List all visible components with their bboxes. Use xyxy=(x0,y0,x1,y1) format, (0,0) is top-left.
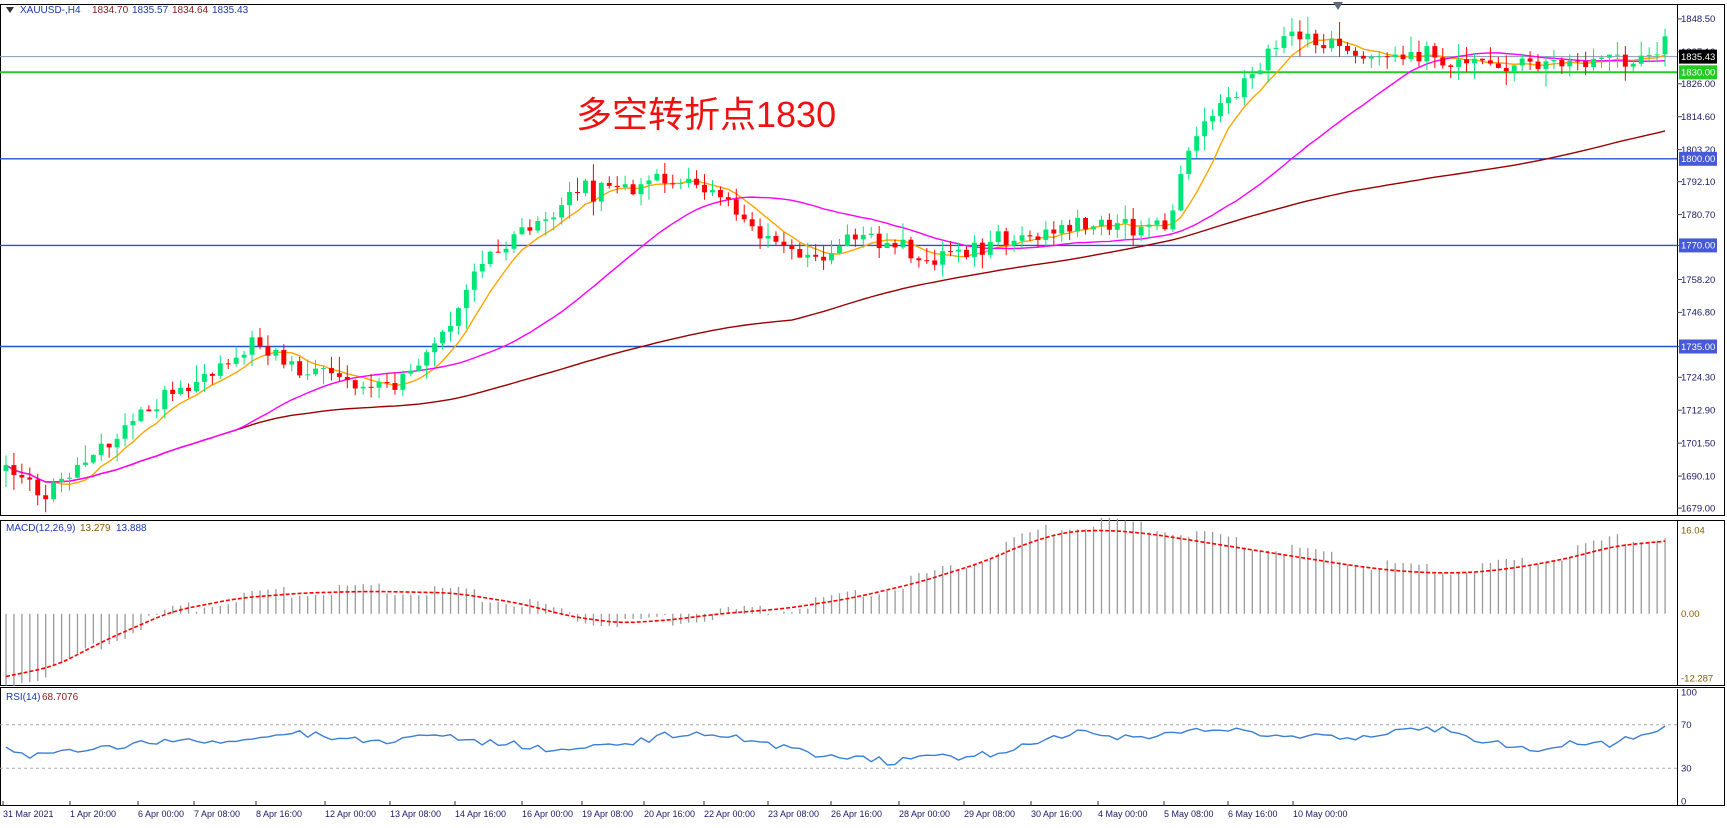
svg-text:1814.60: 1814.60 xyxy=(1681,112,1715,123)
svg-text:1848.50: 1848.50 xyxy=(1681,14,1715,25)
svg-text:7 Apr 08:00: 7 Apr 08:00 xyxy=(194,809,240,819)
svg-text:4 May 00:00: 4 May 00:00 xyxy=(1098,809,1148,819)
svg-text:1724.30: 1724.30 xyxy=(1681,373,1715,384)
svg-text:13.279: 13.279 xyxy=(80,523,111,534)
svg-text:28 Apr 00:00: 28 Apr 00:00 xyxy=(899,809,950,819)
svg-text:1770.00: 1770.00 xyxy=(1681,241,1715,252)
svg-text:30: 30 xyxy=(1681,764,1692,775)
svg-text:0: 0 xyxy=(1681,796,1686,807)
svg-text:31 Mar 2021: 31 Mar 2021 xyxy=(3,809,54,819)
svg-text:22 Apr 00:00: 22 Apr 00:00 xyxy=(704,809,755,819)
svg-text:1834.70: 1834.70 xyxy=(92,5,129,16)
svg-text:10 May 00:00: 10 May 00:00 xyxy=(1293,809,1348,819)
svg-text:MACD(12,26,9): MACD(12,26,9) xyxy=(6,523,75,534)
svg-text:29 Apr 08:00: 29 Apr 08:00 xyxy=(964,809,1015,819)
svg-text:1712.90: 1712.90 xyxy=(1681,406,1715,417)
svg-text:1758.20: 1758.20 xyxy=(1681,275,1715,286)
svg-text:1834.64: 1834.64 xyxy=(172,5,209,16)
svg-text:16 Apr 00:00: 16 Apr 00:00 xyxy=(522,809,573,819)
svg-text:12 Apr 00:00: 12 Apr 00:00 xyxy=(325,809,376,819)
svg-text:RSI(14): RSI(14) xyxy=(6,692,40,703)
svg-text:1835.57: 1835.57 xyxy=(132,5,169,16)
svg-text:13 Apr 08:00: 13 Apr 08:00 xyxy=(390,809,441,819)
svg-text:5 May 08:00: 5 May 08:00 xyxy=(1164,809,1214,819)
svg-text:8 Apr 16:00: 8 Apr 16:00 xyxy=(256,809,302,819)
svg-text:多空转折点1830: 多空转折点1830 xyxy=(576,94,836,135)
svg-text:1830.00: 1830.00 xyxy=(1681,68,1715,79)
svg-text:1835.43: 1835.43 xyxy=(212,5,249,16)
svg-text:1826.00: 1826.00 xyxy=(1681,79,1715,90)
svg-text:0.00: 0.00 xyxy=(1681,609,1700,620)
svg-text:30 Apr 16:00: 30 Apr 16:00 xyxy=(1031,809,1082,819)
svg-text:14 Apr 16:00: 14 Apr 16:00 xyxy=(455,809,506,819)
svg-text:1792.10: 1792.10 xyxy=(1681,177,1715,188)
svg-text:-12.287: -12.287 xyxy=(1681,673,1713,684)
svg-text:19 Apr 08:00: 19 Apr 08:00 xyxy=(582,809,633,819)
svg-text:XAUUSD-,H4: XAUUSD-,H4 xyxy=(20,5,81,16)
svg-text:1690.10: 1690.10 xyxy=(1681,471,1715,482)
svg-text:6 Apr 00:00: 6 Apr 00:00 xyxy=(138,809,184,819)
svg-text:1800.00: 1800.00 xyxy=(1681,154,1715,165)
svg-text:1746.80: 1746.80 xyxy=(1681,308,1715,319)
svg-text:1780.70: 1780.70 xyxy=(1681,210,1715,221)
svg-text:1701.50: 1701.50 xyxy=(1681,438,1715,449)
svg-text:68.7076: 68.7076 xyxy=(42,692,79,703)
svg-text:1 Apr 20:00: 1 Apr 20:00 xyxy=(70,809,116,819)
svg-text:20 Apr 16:00: 20 Apr 16:00 xyxy=(644,809,695,819)
svg-text:1735.00: 1735.00 xyxy=(1681,342,1715,353)
svg-text:13.888: 13.888 xyxy=(116,523,147,534)
svg-text:1835.43: 1835.43 xyxy=(1681,52,1715,63)
svg-text:1679.00: 1679.00 xyxy=(1681,503,1715,514)
svg-text:16.04: 16.04 xyxy=(1681,525,1705,536)
svg-text:70: 70 xyxy=(1681,720,1692,731)
svg-text:23 Apr 08:00: 23 Apr 08:00 xyxy=(768,809,819,819)
svg-text:6 May 16:00: 6 May 16:00 xyxy=(1228,809,1278,819)
svg-text:100: 100 xyxy=(1681,687,1697,698)
svg-text:26 Apr 16:00: 26 Apr 16:00 xyxy=(831,809,882,819)
